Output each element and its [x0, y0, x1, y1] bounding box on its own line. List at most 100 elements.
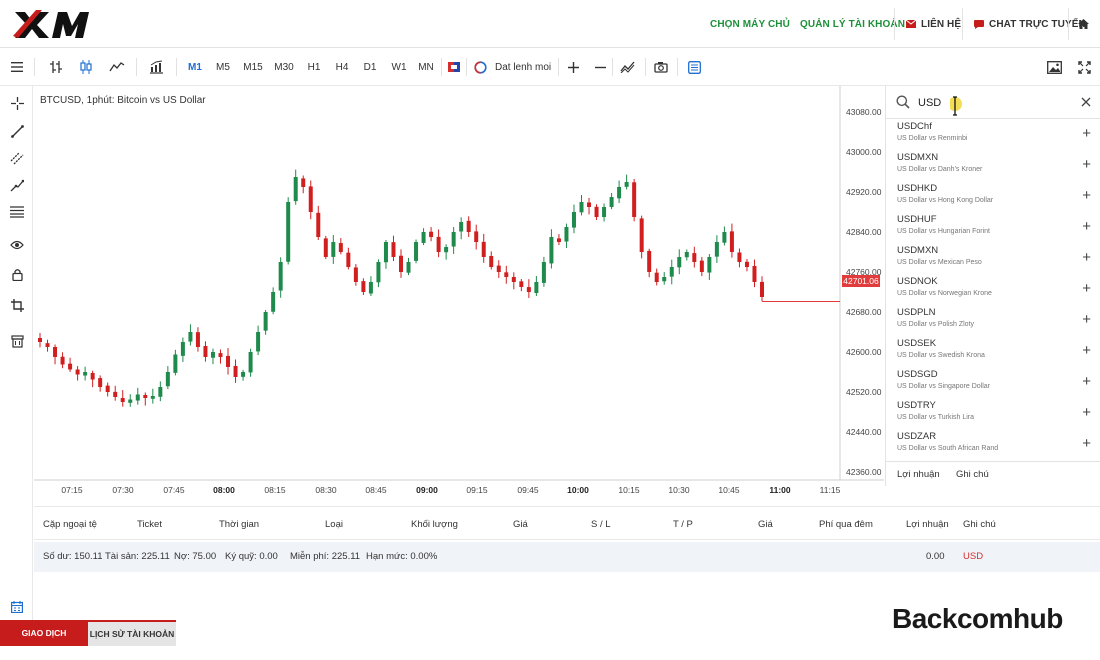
- timeframe-w1[interactable]: W1: [389, 48, 409, 86]
- add-symbol-icon[interactable]: +: [1082, 373, 1091, 390]
- symbol-row[interactable]: USDTRY US Dollar vs Turkish Lira +: [886, 399, 1100, 430]
- symbol-search-input[interactable]: [918, 95, 1038, 111]
- tab-notes[interactable]: Ghi chú: [956, 469, 989, 480]
- close-icon[interactable]: [1081, 97, 1091, 107]
- lock-tool[interactable]: [6, 263, 28, 285]
- column-header[interactable]: Giá: [758, 519, 773, 530]
- timeframe-m5[interactable]: M5: [213, 48, 233, 86]
- candlestick-button[interactable]: [76, 48, 96, 86]
- total-profit: 0.00: [926, 551, 945, 562]
- live-chat-link[interactable]: CHAT TRỰC TUYẾN: [974, 0, 1086, 48]
- add-symbol-icon[interactable]: +: [1082, 156, 1091, 173]
- symbol-row[interactable]: USDZAR US Dollar vs South African Rand +: [886, 430, 1100, 461]
- fibonacci-tool[interactable]: [6, 201, 28, 223]
- column-header[interactable]: Loại: [325, 519, 343, 530]
- snapshot-button[interactable]: [651, 48, 671, 86]
- crosshair-tool[interactable]: [6, 92, 28, 114]
- add-symbol-icon[interactable]: +: [1082, 280, 1091, 297]
- column-header[interactable]: Ghi chú: [963, 519, 996, 530]
- tab-account-history[interactable]: LỊCH SỬ TÀI KHOẢN: [88, 620, 176, 646]
- column-header[interactable]: Thời gian: [219, 519, 260, 530]
- add-symbol-icon[interactable]: +: [1082, 435, 1091, 452]
- candle: [526, 279, 531, 298]
- fullscreen-button[interactable]: [1074, 48, 1094, 86]
- bar-type-button[interactable]: [46, 48, 66, 86]
- nav-account-management[interactable]: QUẢN LÝ TÀI KHOẢN: [800, 0, 905, 48]
- timeframe-h1[interactable]: H1: [305, 48, 323, 86]
- add-symbol-icon[interactable]: +: [1082, 311, 1091, 328]
- candle-body: [391, 242, 396, 257]
- symbol-row[interactable]: USDChf US Dollar vs Renminbi +: [886, 120, 1100, 151]
- tab-trading[interactable]: GIAO DỊCH: [0, 620, 88, 646]
- trend-tool[interactable]: [6, 174, 28, 196]
- candle-body: [692, 253, 697, 262]
- candle-body: [617, 187, 622, 199]
- add-symbol-icon[interactable]: +: [1082, 125, 1091, 142]
- candle: [744, 259, 749, 272]
- price-tick-label: 42760.00: [846, 267, 882, 277]
- menu-button[interactable]: [8, 48, 26, 86]
- add-symbol-icon[interactable]: +: [1082, 249, 1091, 266]
- account-summary-row: Số dư: 150.11 Tài sản: 225.11 Nợ: 75.00 …: [34, 542, 1100, 572]
- lock-icon: [11, 268, 23, 281]
- indicators-button[interactable]: [146, 48, 166, 86]
- channel-tool[interactable]: [6, 147, 28, 169]
- zoom-out-button[interactable]: [591, 48, 609, 86]
- column-header[interactable]: Giá: [513, 519, 528, 530]
- symbol-row[interactable]: USDSGD US Dollar vs Singapore Dollar +: [886, 368, 1100, 399]
- symbol-row[interactable]: USDHKD US Dollar vs Hong Kong Dollar +: [886, 182, 1100, 213]
- column-header[interactable]: T / P: [673, 519, 693, 530]
- candle-body: [256, 332, 261, 352]
- line-chart-button[interactable]: [106, 48, 128, 86]
- candle: [707, 254, 712, 281]
- timeframe-d1[interactable]: D1: [361, 48, 379, 86]
- screenshot-button[interactable]: [1044, 48, 1064, 86]
- contact-link[interactable]: LIÊN HỆ: [906, 0, 961, 48]
- symbol-row[interactable]: USDMXN US Dollar vs Mexican Peso +: [886, 244, 1100, 275]
- symbol-row[interactable]: USDNOK US Dollar vs Norwegian Krone +: [886, 275, 1100, 306]
- column-header[interactable]: Phí qua đêm: [819, 519, 873, 530]
- candle: [654, 268, 659, 286]
- column-header[interactable]: Khối lượng: [411, 519, 458, 530]
- candle-body: [421, 232, 426, 243]
- drawing-button[interactable]: [618, 48, 638, 86]
- visibility-tool[interactable]: [6, 234, 28, 256]
- candle: [383, 239, 388, 269]
- symbol-row[interactable]: USDHUF US Dollar vs Hungarian Forint +: [886, 213, 1100, 244]
- timeframe-m15[interactable]: M15: [241, 48, 265, 86]
- add-symbol-icon[interactable]: +: [1082, 404, 1091, 421]
- nav-choose-server[interactable]: CHỌN MÁY CHỦ: [710, 0, 790, 48]
- tab-profit[interactable]: Lợi nhuận: [897, 469, 940, 480]
- candle-body: [98, 378, 103, 387]
- timeframe-m1[interactable]: M1: [186, 48, 204, 86]
- toolbar-divider: [677, 58, 678, 76]
- add-symbol-icon[interactable]: +: [1082, 218, 1091, 235]
- home-button[interactable]: [1078, 0, 1089, 48]
- new-order-button[interactable]: Dat lenh moi: [474, 48, 554, 86]
- delete-tool[interactable]: [6, 330, 28, 352]
- line-tool[interactable]: [6, 120, 28, 142]
- timeframe-m30[interactable]: M30: [272, 48, 296, 86]
- add-symbol-icon[interactable]: +: [1082, 187, 1091, 204]
- candle: [722, 226, 727, 246]
- symbol-row[interactable]: USDSEK US Dollar vs Swedish Krona +: [886, 337, 1100, 368]
- candle: [271, 287, 276, 315]
- column-header[interactable]: Cặp ngoại tệ: [43, 519, 97, 530]
- add-symbol-icon[interactable]: +: [1082, 342, 1091, 359]
- column-header[interactable]: Lợi nhuận: [906, 519, 949, 530]
- symbol-flag-button[interactable]: [446, 48, 462, 86]
- column-header[interactable]: S / L: [591, 519, 611, 530]
- price-chart[interactable]: [34, 86, 884, 506]
- timeframe-mn[interactable]: MN: [416, 48, 436, 86]
- zoom-in-button[interactable]: [564, 48, 582, 86]
- symbol-row[interactable]: USDPLN US Dollar vs Polish Zloty +: [886, 306, 1100, 337]
- template-button[interactable]: [684, 48, 704, 86]
- symbol-row[interactable]: USDMXN US Dollar vs Danh's Kroner +: [886, 151, 1100, 182]
- time-tick-label: 10:45: [718, 485, 740, 495]
- column-header[interactable]: Ticket: [137, 519, 162, 530]
- timeframe-h4[interactable]: H4: [333, 48, 351, 86]
- margin-level: Hạn mức: 0.00%: [366, 551, 438, 562]
- calendar-tool[interactable]: [6, 596, 28, 618]
- xm-logo[interactable]: [12, 6, 92, 42]
- crop-tool[interactable]: [6, 294, 28, 316]
